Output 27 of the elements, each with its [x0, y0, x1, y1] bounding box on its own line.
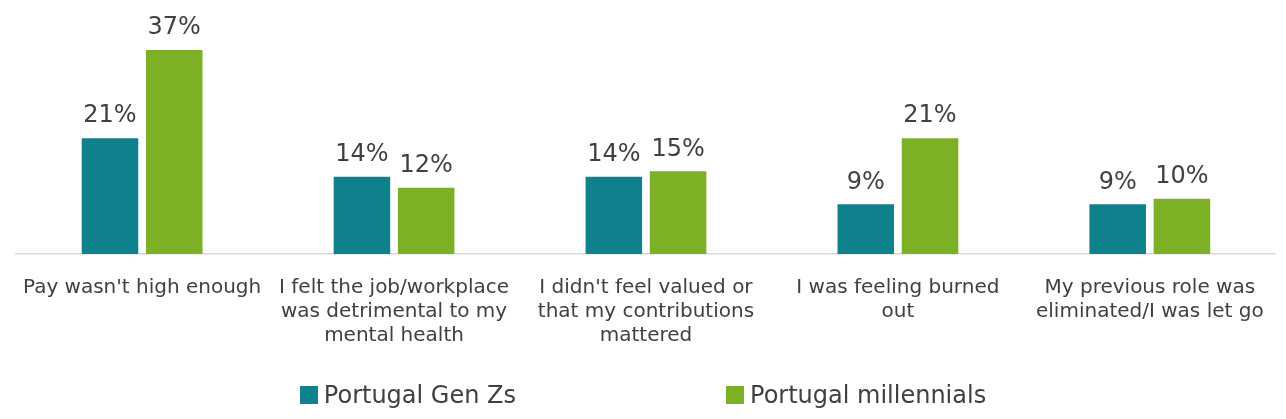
bar: [837, 204, 895, 254]
x-tick-label: I felt the job/workplace was detrimental to my mental health: [279, 274, 510, 347]
data-label: 37%: [147, 12, 201, 41]
x-tick-label: Pay wasn't high enough: [22, 274, 262, 299]
bar: [397, 187, 455, 254]
bar: [81, 138, 139, 254]
data-label: 21%: [903, 100, 957, 129]
bar: [1089, 204, 1146, 254]
bar: [145, 49, 203, 254]
data-label: 14%: [587, 139, 641, 168]
x-tick-label: I didn't feel valued or that my contributions mattered: [537, 274, 755, 347]
data-label: 14%: [335, 139, 389, 168]
x-tick-label: My previous role was eliminated/I was let go: [1036, 274, 1264, 323]
data-label: 10%: [1155, 161, 1209, 190]
x-tick-label: I was feeling burned out: [796, 274, 1000, 323]
legend-label: Portugal millennials: [750, 380, 987, 409]
bar: [649, 171, 707, 254]
data-label: 15%: [651, 133, 705, 162]
bar: [333, 176, 391, 254]
data-label: 21%: [83, 100, 137, 129]
bar: [901, 138, 959, 254]
bar: [585, 176, 643, 254]
data-label: 9%: [1098, 166, 1137, 195]
legend-label: Portugal Gen Zs: [323, 380, 517, 409]
bar: [1153, 198, 1211, 254]
data-label: 12%: [399, 150, 453, 179]
data-label: 9%: [846, 166, 885, 195]
